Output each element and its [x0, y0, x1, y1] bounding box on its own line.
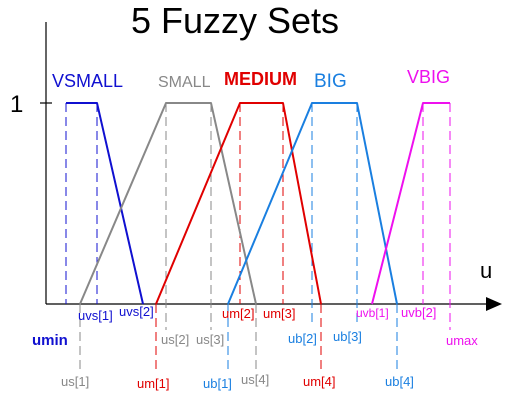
dashed-guides: [65, 103, 451, 372]
label-us3: us[3]: [196, 332, 224, 347]
label-uvb2: uvb[2]: [401, 305, 436, 320]
vbig-curve: [371, 102, 450, 305]
label-ub3: ub[3]: [333, 329, 362, 344]
label-um4: um[4]: [303, 374, 336, 389]
medium-curve: [155, 102, 322, 305]
label-uvb1: uvb[1]: [356, 306, 389, 320]
label-ub2: ub[2]: [288, 331, 317, 346]
label-us1: us[1]: [61, 374, 89, 389]
label-um1: um[1]: [137, 376, 170, 391]
big-name: BIG: [314, 71, 347, 92]
label-ub1: ub[1]: [203, 376, 232, 391]
big-curve: [227, 102, 398, 305]
membership-functions: [66, 102, 450, 305]
small-curve: [79, 102, 257, 305]
label-uvs2: uvs[2]: [119, 304, 154, 319]
u-axis-label: u: [480, 258, 492, 283]
x-axis-arrow: [486, 297, 502, 311]
vsmall-curve: [66, 102, 144, 305]
label-us4: us[4]: [241, 372, 269, 387]
vsmall-name: VSMALL: [52, 71, 123, 91]
label-um3: um[3]: [263, 306, 296, 321]
axes: 1 u: [10, 22, 502, 311]
medium-name: MEDIUM: [224, 69, 297, 89]
diagram-title: 5 Fuzzy Sets: [131, 0, 339, 41]
label-umin: umin: [32, 332, 68, 349]
label-um2: um[2]: [222, 306, 255, 321]
label-uvs1: uvs[1]: [78, 308, 113, 323]
small-name: SMALL: [158, 74, 211, 91]
label-us2: us[2]: [161, 332, 189, 347]
one-label: 1: [10, 91, 23, 118]
label-ub4: ub[4]: [385, 374, 414, 389]
vbig-name: VBIG: [407, 67, 450, 87]
point-labels: umin uvs[1] uvs[2] us[1] us[2] us[3] us[…: [32, 304, 478, 391]
label-umax: umax: [446, 333, 478, 348]
